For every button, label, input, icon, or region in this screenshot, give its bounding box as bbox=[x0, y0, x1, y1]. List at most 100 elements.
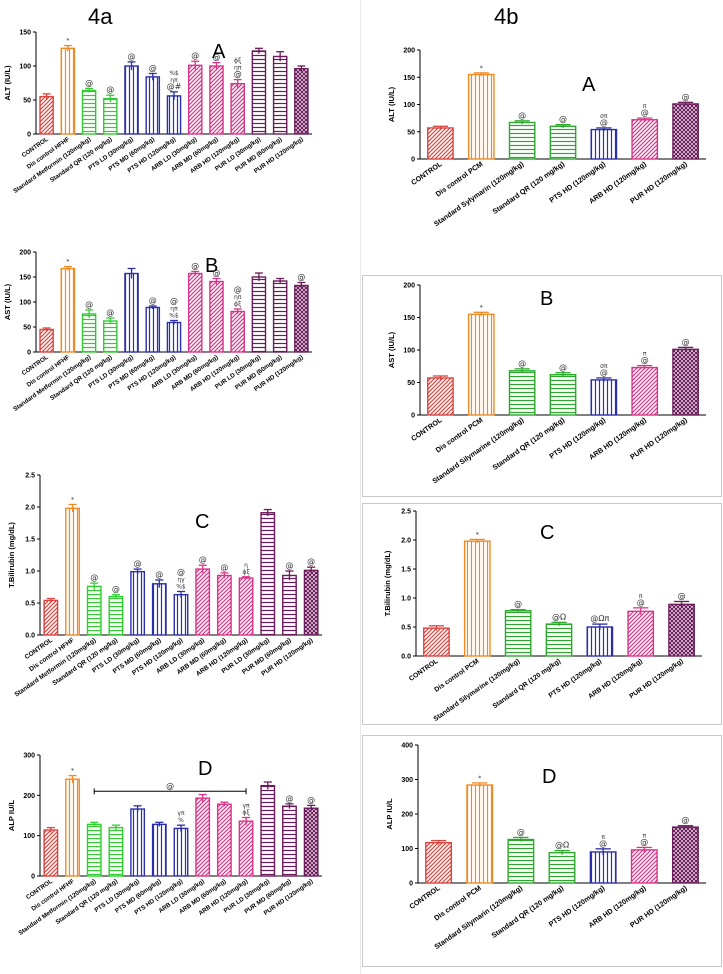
bar bbox=[671, 826, 699, 884]
significance-label: @ bbox=[599, 839, 607, 848]
category-label: Standard Metformin (120mg/kg) bbox=[12, 354, 92, 413]
y-tick-label: 2.0 bbox=[25, 505, 35, 512]
panel-letter: A bbox=[582, 74, 596, 96]
y-tick-label: 50 bbox=[23, 325, 31, 332]
y-tick-label: 50 bbox=[407, 380, 415, 387]
y-tick-label: 200 bbox=[403, 48, 415, 55]
figure-title-left: 4a bbox=[88, 4, 113, 29]
chart-4b-bilirubin: 0.0 0.5 1.0 1.5 2.0 2.5 T.Bilirubin (mg/dL) C CO… bbox=[362, 503, 722, 725]
y-tick-label: 0 bbox=[27, 350, 31, 357]
significance-label: @ bbox=[559, 115, 567, 124]
bar bbox=[209, 65, 224, 135]
y-axis-label: ALP IU/L bbox=[7, 800, 16, 832]
significance-label: ηπ bbox=[234, 294, 242, 301]
bar bbox=[282, 805, 297, 877]
significance-label: @ bbox=[600, 368, 608, 377]
significance-label: @ bbox=[112, 585, 120, 594]
category-label: Standard QR (120 mg/kg) bbox=[492, 658, 563, 710]
chart-4a-bilirubin: 0.0 0.5 1.0 1.5 2.0 2.5 T.Bilirubin (mg/dL) C CO… bbox=[0, 465, 350, 745]
bar bbox=[294, 284, 309, 353]
bar bbox=[303, 569, 319, 636]
panel-frame bbox=[362, 503, 722, 725]
chart-4b-alp: 0 100 200 300 400 ALP IU/L D CONTROL * Dis contro… bbox=[362, 735, 722, 967]
bar bbox=[508, 370, 536, 416]
significance-label: @ bbox=[682, 337, 690, 346]
significance-label: @ bbox=[640, 837, 648, 846]
bar bbox=[425, 841, 453, 884]
panel-frame bbox=[362, 275, 722, 497]
bar bbox=[590, 128, 618, 160]
bar bbox=[272, 55, 288, 135]
bar bbox=[507, 838, 535, 884]
bar bbox=[65, 507, 80, 636]
significance-label: ϕξ bbox=[234, 301, 241, 308]
significance-label: @ bbox=[199, 555, 207, 564]
bar bbox=[195, 797, 211, 877]
y-tick-label: 100 bbox=[403, 102, 415, 109]
significance-label: @ bbox=[212, 53, 220, 62]
bar bbox=[260, 512, 276, 636]
bar bbox=[238, 820, 254, 877]
bar bbox=[631, 366, 659, 416]
significance-label: @ bbox=[85, 300, 93, 309]
significance-label: ηγ bbox=[177, 576, 185, 583]
significance-label: @ bbox=[106, 85, 114, 94]
category-label: Standard QR (120 mg/kg) bbox=[491, 415, 567, 472]
significance-label: η bbox=[244, 562, 248, 569]
panel-letter: C bbox=[195, 511, 209, 533]
bar bbox=[103, 320, 118, 353]
bar bbox=[145, 306, 161, 353]
significance-label: π bbox=[642, 832, 646, 839]
category-label: Standard Metformin (120mg/kg) bbox=[12, 136, 92, 195]
significance-label: @ bbox=[514, 600, 522, 609]
significance-label: @ bbox=[678, 591, 686, 600]
bar bbox=[173, 593, 189, 636]
y-tick-label: 150 bbox=[19, 275, 31, 282]
significance-label: @ bbox=[285, 561, 293, 570]
bar bbox=[216, 574, 232, 636]
y-tick-label: 0 bbox=[409, 881, 413, 888]
significance-label: % bbox=[178, 817, 184, 824]
significance-label: * bbox=[476, 531, 479, 538]
significance-label: @Ω bbox=[552, 612, 566, 621]
significance-label: γπ bbox=[177, 810, 185, 817]
significance-label: σπ bbox=[600, 113, 608, 120]
y-tick-label: 2.5 bbox=[25, 473, 35, 480]
y-tick-label: 100 bbox=[19, 64, 31, 71]
significance-label: @ bbox=[641, 356, 649, 365]
y-tick-label: 200 bbox=[23, 793, 35, 800]
significance-label: %$ bbox=[169, 70, 179, 77]
significance-label: @ bbox=[149, 296, 157, 305]
bar bbox=[423, 627, 450, 657]
significance-label: @ bbox=[518, 111, 526, 120]
bar bbox=[81, 313, 97, 353]
bar bbox=[187, 272, 203, 353]
y-tick-label: 200 bbox=[19, 250, 31, 257]
significance-label: γπ bbox=[242, 803, 250, 810]
significance-label: @ bbox=[234, 70, 242, 79]
bar bbox=[124, 272, 139, 353]
y-axis-label: T.Bilirubin (mg/dL) bbox=[7, 522, 16, 588]
significance-label: @ bbox=[149, 63, 157, 72]
significance-label: @Ω bbox=[555, 841, 569, 850]
figure-title-right: 4b bbox=[494, 4, 519, 29]
bar bbox=[230, 310, 245, 353]
panel-letter: D bbox=[542, 766, 556, 788]
bar bbox=[672, 103, 699, 160]
bar bbox=[145, 76, 161, 135]
significance-label: @ bbox=[600, 118, 608, 127]
bar bbox=[43, 599, 59, 636]
significance-label: @ bbox=[212, 269, 220, 278]
chart-4b-alt: 0 50 100 150 200 ALT (IU/L) A CONTROL * Dis contr… bbox=[362, 36, 722, 258]
y-tick-label: 150 bbox=[19, 30, 31, 37]
significance-label: * bbox=[66, 259, 69, 266]
bar bbox=[39, 95, 54, 135]
category-label: CONTROL bbox=[408, 658, 440, 683]
panel-divider bbox=[360, 0, 361, 974]
bar bbox=[103, 97, 118, 135]
significance-label: ηπ bbox=[234, 65, 242, 72]
significance-label: @ bbox=[682, 92, 690, 101]
bar bbox=[86, 585, 102, 636]
significance-label: ηπ bbox=[170, 306, 178, 313]
bar bbox=[151, 823, 167, 877]
